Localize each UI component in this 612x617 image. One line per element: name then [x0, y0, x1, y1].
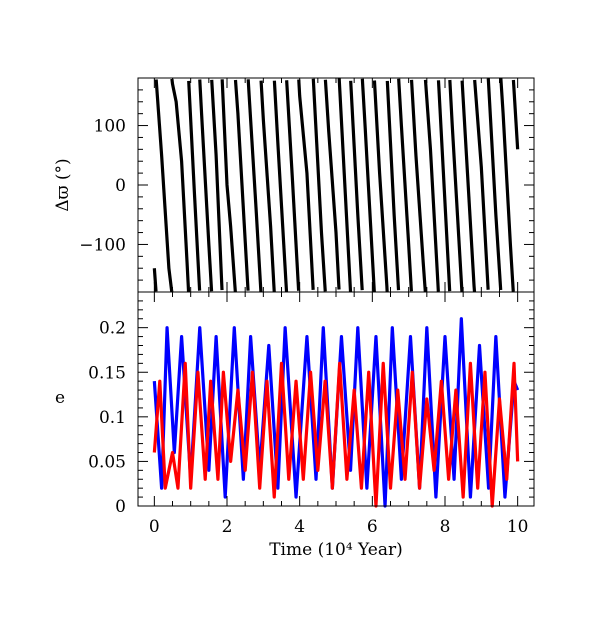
top-panel: −100 0 100	[79, 77, 535, 293]
x-axis-label: Time (10⁴ Year)	[269, 540, 403, 560]
x-tick-label: 4	[294, 517, 305, 537]
y-tick-label: −100	[79, 235, 126, 255]
y-tick-label: 0.2	[99, 319, 126, 339]
x-tick-label: 0	[149, 517, 160, 537]
x-tick-label: 6	[367, 517, 378, 537]
y-tick-label: 100	[94, 117, 126, 137]
series-0-0	[152, 78, 520, 293]
top-y-axis-label: Δϖ (°)	[53, 158, 73, 211]
bottom-panel: 0 0.05 0.1 0.15 0.2 0 2 4 6 8 10	[88, 291, 535, 537]
y-tick-label: 0.15	[88, 363, 126, 383]
y-tick-label: 0	[115, 497, 126, 517]
y-tick-label: 0.1	[99, 408, 126, 428]
bottom-y-axis-label: e	[55, 388, 65, 408]
x-tick-label: 8	[440, 517, 451, 537]
y-tick-label: 0.05	[88, 452, 126, 472]
y-tick-label: 0	[115, 176, 126, 196]
series-1-1	[152, 361, 520, 508]
x-tick-label: 10	[507, 517, 529, 537]
x-tick-label: 2	[222, 517, 233, 537]
